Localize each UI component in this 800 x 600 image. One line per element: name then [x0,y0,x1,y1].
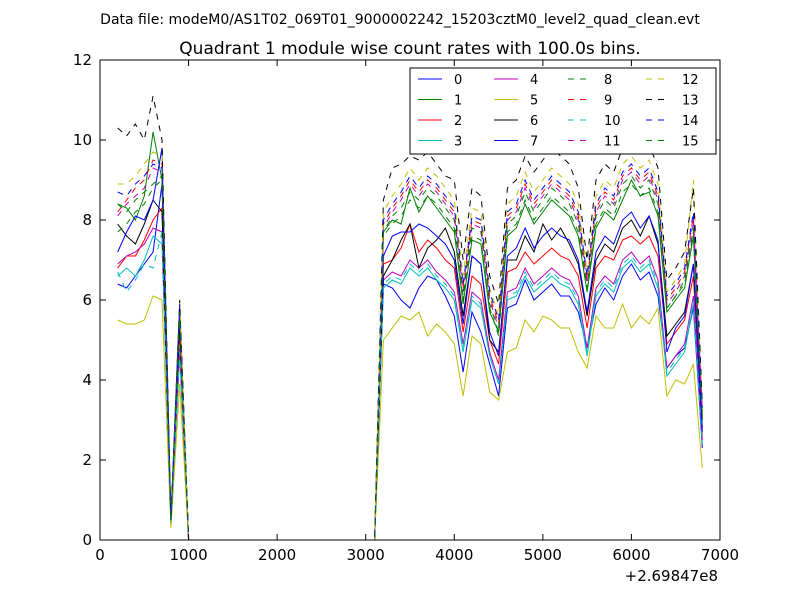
x-tick-label: 1000 [169,546,207,564]
series-line-11 [117,167,703,540]
x-axis: 0 1000 2000 3000 4000 5000 6000 7000 [95,60,739,564]
series-line-7 [117,147,703,540]
legend-box [409,67,717,155]
series-layer [117,95,703,540]
series-line-8 [117,178,703,540]
legend-label-14: 14 [682,114,699,129]
figure-suptitle: Data file: modeM0/AS1T02_069T01_90000022… [100,12,700,28]
series-line-14 [117,163,703,540]
legend-label-2: 2 [454,114,462,129]
legend-label-1: 1 [454,94,462,109]
y-tick-label: 6 [82,291,92,309]
series-line-15 [117,174,703,540]
legend-label-6: 6 [530,114,538,129]
series-line-0 [117,183,703,540]
legend-label-9: 9 [604,94,612,109]
y-tick-label: 4 [82,371,92,389]
legend-label-8: 8 [604,73,612,88]
legend-label-4: 4 [530,73,538,88]
legend-label-11: 11 [604,135,621,150]
series-line-10 [117,231,703,540]
x-tick-label: 4000 [435,546,473,564]
x-offset-label: +2.69847e8 [625,567,718,585]
series-line-1 [117,131,703,540]
series-line-5 [117,295,703,540]
legend-label-0: 0 [454,73,462,88]
legend-label-12: 12 [682,73,699,88]
series-line-3 [117,235,703,540]
legend-label-3: 3 [454,135,462,150]
x-tick-label: 7000 [701,546,739,564]
y-tick-label: 10 [73,131,92,149]
x-tick-label: 0 [95,546,105,564]
y-tick-label: 2 [82,451,92,469]
series-line-4 [117,227,703,540]
series-line-6 [117,198,703,540]
legend-label-5: 5 [530,94,538,109]
legend-label-10: 10 [604,114,621,129]
x-tick-label: 3000 [347,546,385,564]
legend-label-15: 15 [682,135,699,150]
y-tick-label: 8 [82,211,92,229]
legend-label-13: 13 [682,94,699,109]
x-tick-label: 6000 [612,546,650,564]
chart-title: Quadrant 1 module wise count rates with … [179,39,640,59]
series-line-9 [117,159,703,540]
y-tick-label: 12 [73,51,92,69]
x-tick-label: 5000 [524,546,562,564]
y-tick-label: 0 [82,531,92,549]
legend-label-7: 7 [530,135,538,150]
x-tick-label: 2000 [258,546,296,564]
